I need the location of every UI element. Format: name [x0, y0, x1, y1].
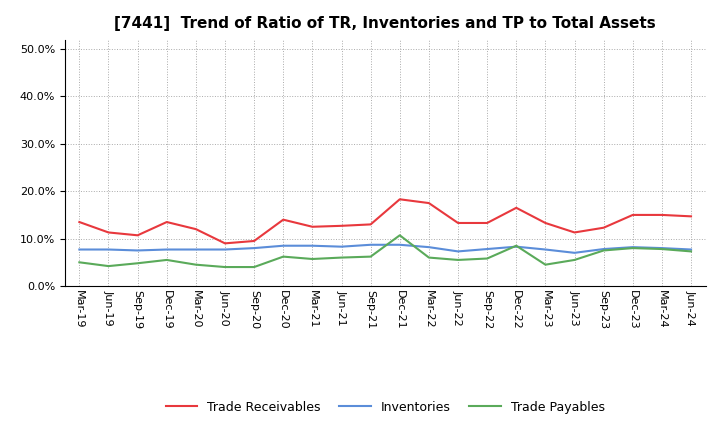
Inventories	[250, 246, 258, 251]
Trade Receivables	[163, 220, 171, 225]
Trade Receivables	[541, 220, 550, 226]
Trade Receivables	[104, 230, 113, 235]
Inventories	[279, 243, 287, 248]
Trade Payables	[687, 249, 696, 254]
Trade Payables	[337, 255, 346, 260]
Trade Payables	[133, 260, 142, 266]
Trade Payables	[454, 257, 462, 263]
Trade Receivables	[337, 223, 346, 228]
Trade Payables	[657, 246, 666, 252]
Inventories	[512, 244, 521, 249]
Line: Trade Payables: Trade Payables	[79, 235, 691, 267]
Trade Payables	[163, 257, 171, 263]
Inventories	[395, 242, 404, 247]
Trade Payables	[599, 248, 608, 253]
Inventories	[483, 246, 492, 252]
Inventories	[425, 245, 433, 250]
Trade Receivables	[250, 238, 258, 244]
Title: [7441]  Trend of Ratio of TR, Inventories and TP to Total Assets: [7441] Trend of Ratio of TR, Inventories…	[114, 16, 656, 32]
Trade Payables	[366, 254, 375, 259]
Legend: Trade Receivables, Inventories, Trade Payables: Trade Receivables, Inventories, Trade Pa…	[161, 396, 610, 419]
Trade Receivables	[425, 201, 433, 206]
Trade Receivables	[657, 212, 666, 217]
Trade Receivables	[512, 205, 521, 210]
Trade Payables	[104, 264, 113, 269]
Inventories	[541, 247, 550, 252]
Trade Payables	[425, 255, 433, 260]
Trade Payables	[541, 262, 550, 268]
Trade Payables	[279, 254, 287, 259]
Inventories	[75, 247, 84, 252]
Inventories	[687, 247, 696, 252]
Inventories	[454, 249, 462, 254]
Line: Inventories: Inventories	[79, 245, 691, 253]
Trade Receivables	[599, 225, 608, 231]
Trade Payables	[483, 256, 492, 261]
Trade Receivables	[483, 220, 492, 226]
Inventories	[570, 250, 579, 256]
Trade Receivables	[687, 214, 696, 219]
Trade Receivables	[133, 233, 142, 238]
Line: Trade Receivables: Trade Receivables	[79, 199, 691, 243]
Trade Receivables	[192, 227, 200, 232]
Trade Payables	[75, 260, 84, 265]
Inventories	[629, 245, 637, 250]
Trade Receivables	[570, 230, 579, 235]
Inventories	[163, 247, 171, 252]
Trade Payables	[629, 246, 637, 251]
Trade Receivables	[220, 241, 229, 246]
Inventories	[599, 246, 608, 252]
Trade Payables	[570, 257, 579, 263]
Trade Receivables	[366, 222, 375, 227]
Inventories	[220, 247, 229, 252]
Trade Payables	[512, 243, 521, 248]
Inventories	[657, 246, 666, 251]
Inventories	[337, 244, 346, 249]
Trade Receivables	[75, 220, 84, 225]
Inventories	[104, 247, 113, 252]
Trade Receivables	[395, 197, 404, 202]
Inventories	[366, 242, 375, 247]
Trade Payables	[395, 233, 404, 238]
Trade Receivables	[279, 217, 287, 222]
Trade Payables	[308, 257, 317, 262]
Trade Payables	[192, 262, 200, 268]
Inventories	[133, 248, 142, 253]
Inventories	[192, 247, 200, 252]
Inventories	[308, 243, 317, 248]
Trade Receivables	[454, 220, 462, 226]
Trade Payables	[250, 264, 258, 270]
Trade Payables	[220, 264, 229, 270]
Trade Receivables	[629, 212, 637, 217]
Trade Receivables	[308, 224, 317, 229]
